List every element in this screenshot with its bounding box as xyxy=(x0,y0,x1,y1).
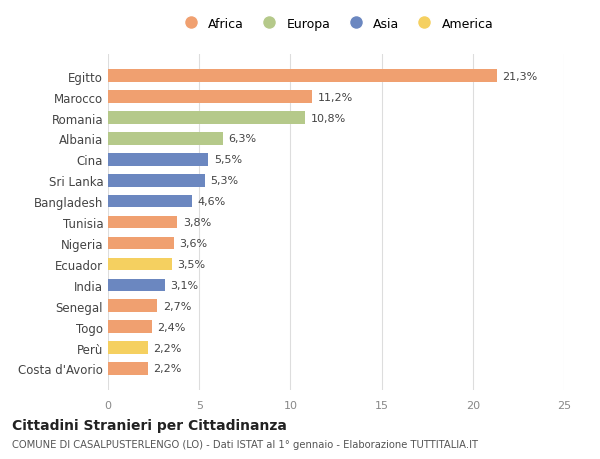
Text: 21,3%: 21,3% xyxy=(502,72,537,82)
Text: 2,2%: 2,2% xyxy=(154,364,182,374)
Text: 3,5%: 3,5% xyxy=(178,259,205,269)
Bar xyxy=(108,279,164,291)
Text: 3,1%: 3,1% xyxy=(170,280,198,290)
Bar xyxy=(108,154,208,166)
Bar xyxy=(108,363,148,375)
Bar xyxy=(108,133,223,146)
Legend: Africa, Europa, Asia, America: Africa, Europa, Asia, America xyxy=(178,18,494,31)
Bar xyxy=(108,174,205,187)
Bar xyxy=(108,341,148,354)
Text: 10,8%: 10,8% xyxy=(310,113,346,123)
Text: 3,8%: 3,8% xyxy=(183,218,211,228)
Bar xyxy=(108,321,152,333)
Text: COMUNE DI CASALPUSTERLENGO (LO) - Dati ISTAT al 1° gennaio - Elaborazione TUTTIT: COMUNE DI CASALPUSTERLENGO (LO) - Dati I… xyxy=(12,440,478,449)
Bar xyxy=(108,300,157,312)
Bar xyxy=(108,237,173,250)
Bar xyxy=(108,258,172,271)
Text: 5,5%: 5,5% xyxy=(214,155,242,165)
Text: 11,2%: 11,2% xyxy=(318,92,353,102)
Text: 5,3%: 5,3% xyxy=(210,176,238,186)
Bar xyxy=(108,216,178,229)
Bar xyxy=(108,70,497,83)
Bar xyxy=(108,91,312,104)
Bar xyxy=(108,196,192,208)
Text: 2,7%: 2,7% xyxy=(163,301,191,311)
Bar xyxy=(108,112,305,124)
Text: 2,2%: 2,2% xyxy=(154,343,182,353)
Text: Cittadini Stranieri per Cittadinanza: Cittadini Stranieri per Cittadinanza xyxy=(12,418,287,432)
Text: 3,6%: 3,6% xyxy=(179,239,207,248)
Text: 4,6%: 4,6% xyxy=(197,197,226,207)
Text: 6,3%: 6,3% xyxy=(229,134,257,144)
Text: 2,4%: 2,4% xyxy=(157,322,185,332)
